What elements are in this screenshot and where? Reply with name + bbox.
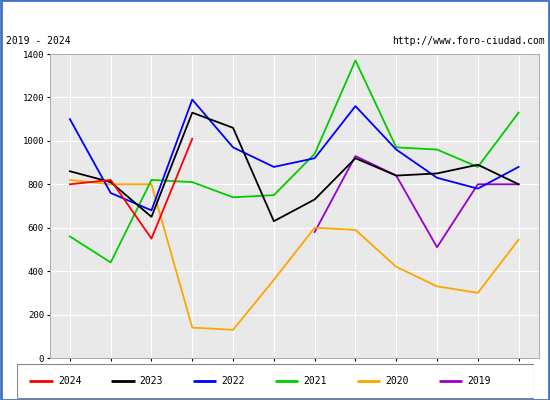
- Text: 2020: 2020: [386, 376, 409, 386]
- Text: Evolucion Nº Turistas Nacionales en el municipio de Rus: Evolucion Nº Turistas Nacionales en el m…: [100, 8, 450, 22]
- Text: http://www.foro-ciudad.com: http://www.foro-ciudad.com: [392, 36, 544, 46]
- Text: 2019 - 2024: 2019 - 2024: [6, 36, 70, 46]
- Text: 2021: 2021: [304, 376, 327, 386]
- Text: 2022: 2022: [222, 376, 245, 386]
- Text: 2023: 2023: [140, 376, 163, 386]
- Text: 2024: 2024: [58, 376, 81, 386]
- Text: 2019: 2019: [467, 376, 491, 386]
